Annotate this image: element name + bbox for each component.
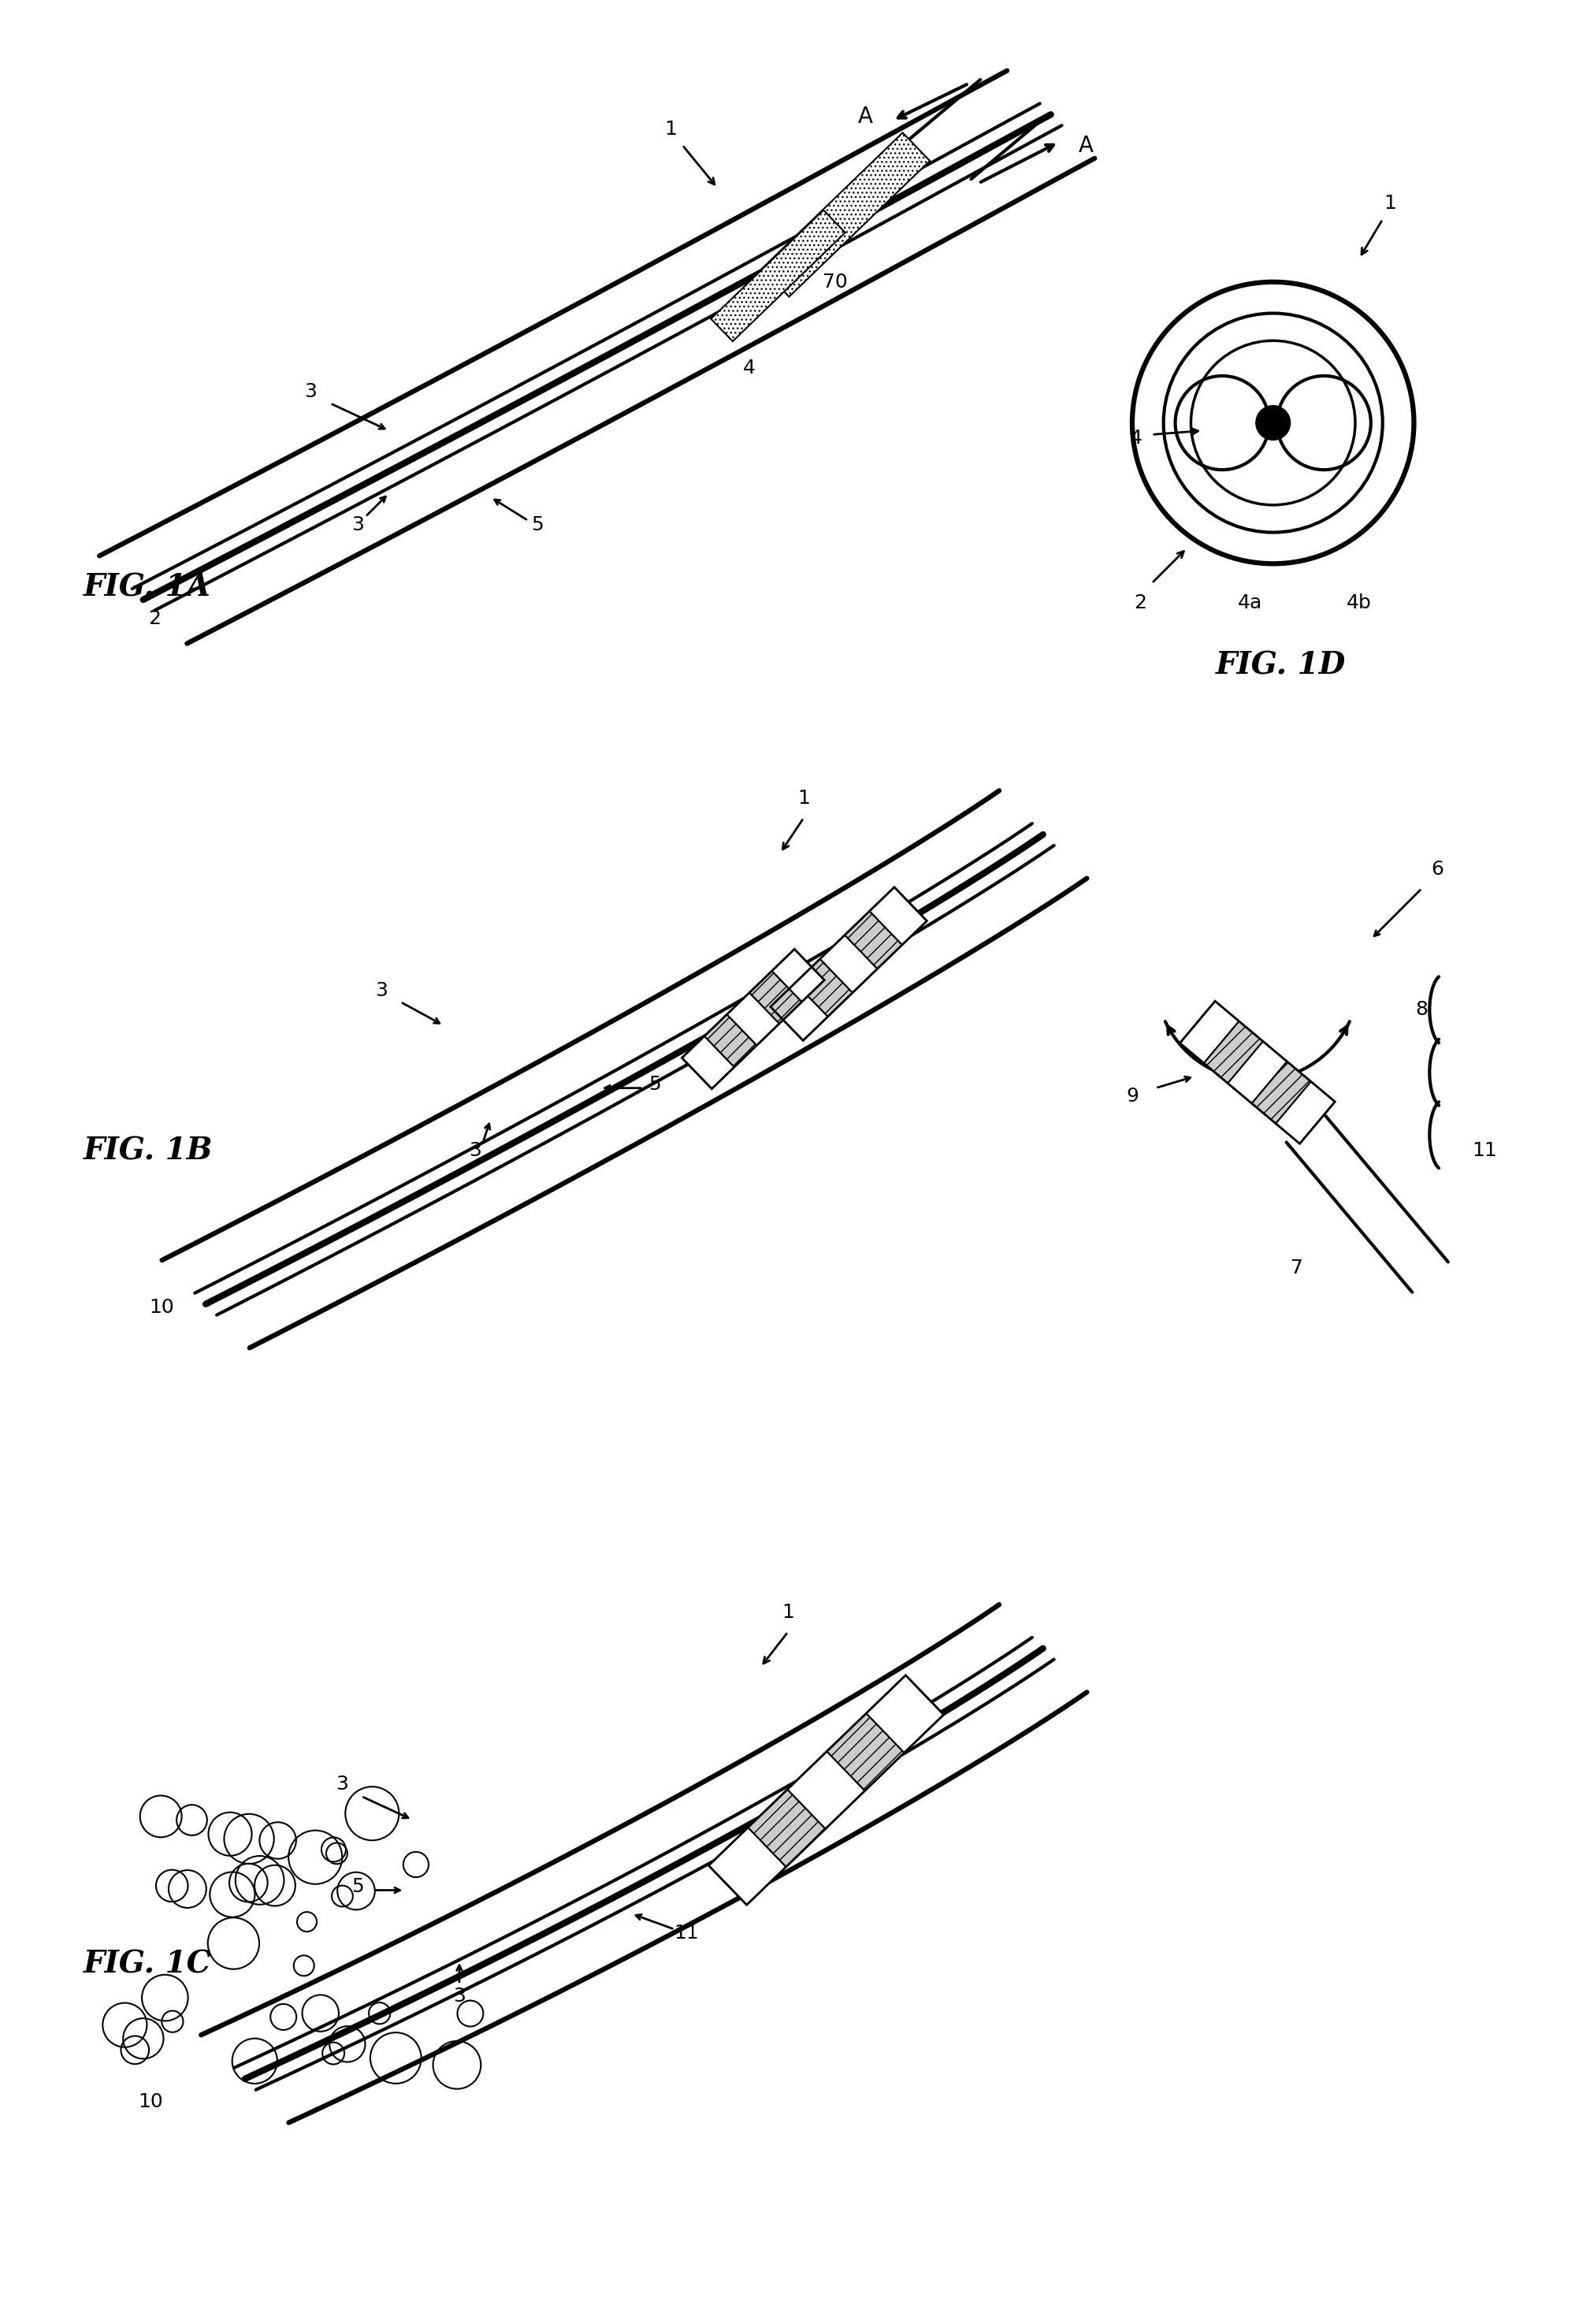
Polygon shape [1252,1062,1311,1122]
Text: 6: 6 [1431,860,1443,878]
Text: FIG. 1B: FIG. 1B [84,1136,213,1167]
Text: 4: 4 [797,999,810,1020]
Text: 2: 2 [1134,593,1146,611]
Text: FIG. 1D: FIG. 1D [1216,651,1345,681]
Text: 1: 1 [1385,195,1397,214]
Polygon shape [867,1676,944,1752]
Circle shape [1255,407,1290,439]
Text: 1: 1 [797,790,810,809]
Text: 4b: 4b [1347,593,1372,611]
Polygon shape [750,971,802,1023]
Polygon shape [763,132,930,297]
Polygon shape [704,1013,756,1067]
Text: A: A [1078,135,1094,158]
Polygon shape [1228,1041,1287,1104]
Text: 3: 3 [305,381,317,402]
Polygon shape [772,948,824,1002]
Polygon shape [1276,1081,1334,1143]
Polygon shape [788,1752,865,1829]
Text: 4a: 4a [1238,593,1262,611]
Text: 70: 70 [823,272,848,290]
Polygon shape [870,888,927,946]
Text: FIG. 1C: FIG. 1C [84,1950,212,1980]
Text: 10: 10 [150,1297,174,1318]
Polygon shape [827,1713,905,1792]
Text: 5: 5 [352,1878,363,1896]
Text: 3: 3 [351,516,363,535]
Polygon shape [748,1789,826,1866]
Text: 11: 11 [1472,1141,1497,1160]
Text: FIG. 1A: FIG. 1A [84,572,212,602]
Text: 2: 2 [148,609,161,627]
Text: 9: 9 [1126,1085,1138,1106]
Text: 4: 4 [1131,430,1143,449]
Polygon shape [771,983,827,1041]
Polygon shape [711,209,845,342]
Text: A: A [857,105,873,128]
Text: 5: 5 [532,516,543,535]
Text: 3: 3 [453,1987,466,2006]
Polygon shape [682,1037,734,1090]
Polygon shape [796,960,853,1016]
Text: 3: 3 [336,1776,349,1794]
Text: 11: 11 [674,1924,699,1943]
Text: 5: 5 [649,1074,662,1095]
Text: 10: 10 [137,2092,163,2110]
Text: 3: 3 [469,1141,482,1160]
Text: 4: 4 [742,358,755,376]
Text: 3: 3 [374,981,387,999]
Polygon shape [845,911,902,969]
Polygon shape [1203,1020,1263,1083]
Polygon shape [709,1827,786,1906]
Text: 8: 8 [1415,999,1427,1020]
Polygon shape [726,992,780,1046]
Text: 1: 1 [665,121,677,139]
Polygon shape [820,934,878,992]
Text: 1: 1 [782,1604,794,1622]
Text: 70: 70 [862,1752,886,1771]
Text: 4: 4 [797,1806,810,1824]
Polygon shape [1180,1002,1240,1062]
Text: 7: 7 [1290,1260,1303,1278]
Text: 70: 70 [862,946,886,964]
